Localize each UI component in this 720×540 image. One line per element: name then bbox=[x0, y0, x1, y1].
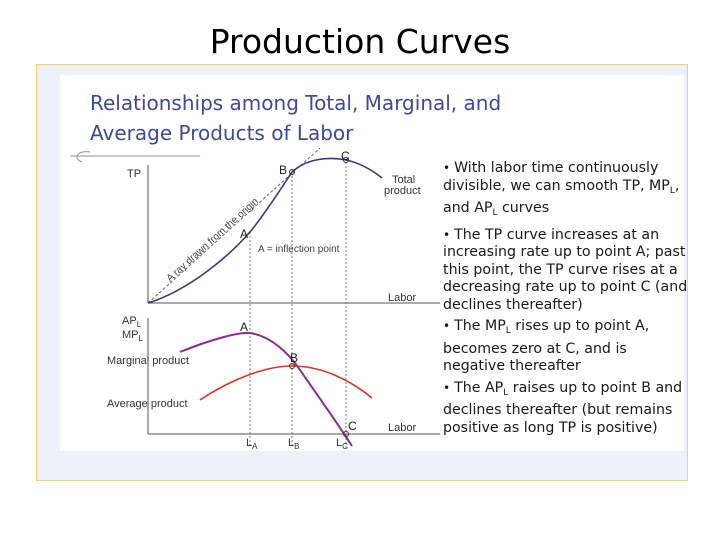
mp-point-b: B bbox=[290, 351, 298, 365]
tp-point-a: A bbox=[240, 227, 248, 241]
tick-la: LA bbox=[246, 437, 258, 451]
bullet-1: • With labor time continuously divisible,… bbox=[443, 160, 680, 218]
bullet-2: • The TP curve increases at an increasing… bbox=[443, 226, 688, 313]
tp-point-b-marker bbox=[289, 169, 295, 175]
tp-labor-label: Labor bbox=[388, 292, 416, 304]
tick-lb: LB bbox=[288, 437, 299, 451]
apl-axis-label: APL bbox=[122, 315, 142, 329]
tick-lc: LC bbox=[336, 437, 348, 451]
bullet-4: • The APL raises up to point B and declin… bbox=[443, 379, 683, 436]
marginal-product-label: Marginal product bbox=[107, 355, 189, 367]
tp-axis-label: TP bbox=[127, 168, 141, 180]
mp-point-c-marker bbox=[343, 431, 349, 437]
mp-point-b-marker bbox=[289, 363, 295, 369]
figure-heading-line1: Relationships among Total, Marginal, and bbox=[90, 91, 501, 115]
slide-title: Production Curves bbox=[209, 22, 511, 61]
figure-panel bbox=[60, 75, 684, 451]
tp-point-b: B bbox=[279, 163, 287, 177]
figure-heading-line2: Average Products of Labor bbox=[90, 121, 354, 145]
mpl-axis-label: MPL bbox=[122, 329, 144, 343]
total-product-label-1: Total bbox=[392, 174, 415, 186]
tp-point-c: C bbox=[341, 149, 350, 163]
mp-point-c: C bbox=[348, 419, 357, 433]
average-product-label: Average product bbox=[107, 398, 188, 410]
average-product-curve bbox=[199, 365, 373, 401]
mp-labor-label: Labor bbox=[388, 422, 416, 434]
inflection-note: A = inflection point bbox=[258, 244, 340, 255]
decorative-swirl-icon bbox=[70, 151, 200, 163]
mp-point-a: A bbox=[240, 320, 248, 334]
total-product-curve bbox=[147, 157, 383, 304]
bullet-3: • The MPL rises up to point A, becomes ze… bbox=[443, 318, 650, 374]
total-product-label-2: product bbox=[384, 185, 421, 197]
bullet-list: • With labor time continuously divisible,… bbox=[443, 160, 693, 441]
marginal-product-curve bbox=[179, 331, 353, 447]
tp-point-c-marker bbox=[343, 157, 349, 163]
